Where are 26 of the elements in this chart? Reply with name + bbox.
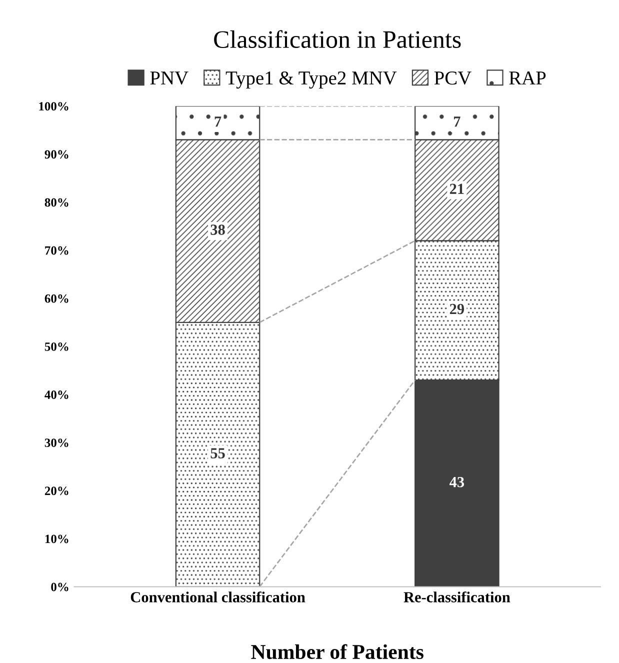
x-tick-label: Conventional classification bbox=[130, 591, 306, 602]
y-tick-label: 100% bbox=[39, 102, 68, 111]
y-tick-label: 50% bbox=[44, 342, 68, 351]
data-label: 29 bbox=[450, 304, 464, 314]
y-tick-label: 0% bbox=[51, 582, 68, 592]
y-tick-label: 40% bbox=[44, 390, 68, 399]
chart-title: Classification in Patients bbox=[214, 30, 461, 48]
data-label: 7 bbox=[454, 116, 460, 127]
data-label: 7 bbox=[214, 116, 222, 127]
legend-label: PNV bbox=[150, 72, 188, 85]
data-label: 43 bbox=[450, 476, 464, 488]
y-tick-label: 90% bbox=[44, 150, 68, 159]
y-tick-label: 80% bbox=[44, 198, 68, 207]
y-tick-label: 10% bbox=[45, 534, 68, 544]
data-label: 21 bbox=[450, 184, 464, 194]
y-tick-label: 60% bbox=[44, 294, 68, 303]
data-label: 38 bbox=[210, 224, 225, 235]
legend-label: PCV bbox=[434, 72, 472, 85]
legend-label: RAP bbox=[509, 72, 546, 84]
data-label: 55 bbox=[210, 448, 225, 458]
y-tick-label: 30% bbox=[44, 438, 68, 448]
legend-label: Type1 & Type2 MNV bbox=[226, 71, 397, 89]
x-tick-label: Re-classification bbox=[404, 591, 510, 602]
y-tick-label: 70% bbox=[45, 246, 68, 255]
x-axis-title: Number of Patients bbox=[251, 644, 424, 660]
y-tick-label: 20% bbox=[44, 486, 68, 496]
